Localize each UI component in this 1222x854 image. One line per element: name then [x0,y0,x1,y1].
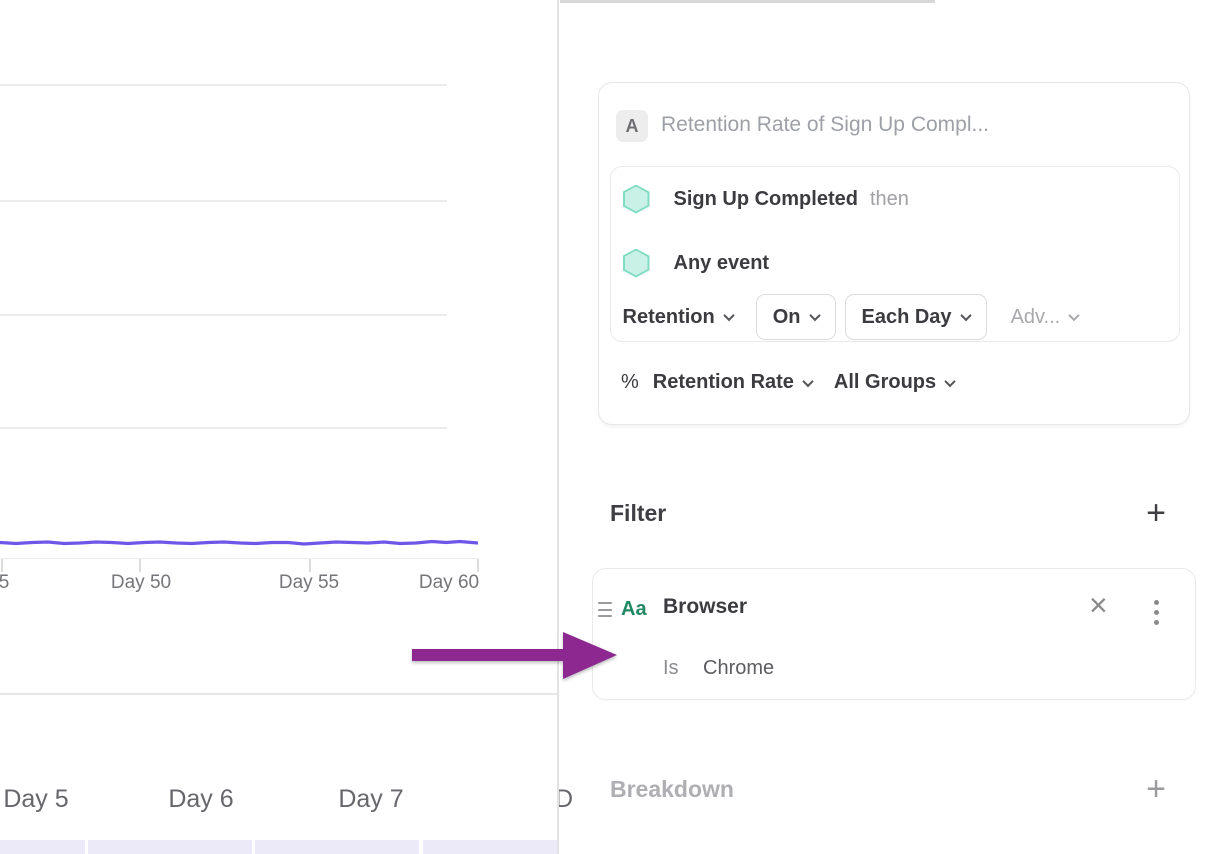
event-name[interactable]: Sign Up Completed [673,187,858,210]
chart-gridline [0,314,447,316]
chevron-down-icon [723,309,735,322]
x-axis-tick [1,559,3,572]
add-breakdown-button[interactable]: + [1146,770,1166,808]
filter-heading: Filter [610,499,667,526]
x-axis-label-partial: 5 [0,572,10,593]
on-dropdown[interactable]: On [755,294,836,340]
retention-type-dropdown[interactable]: Retention [623,306,747,329]
granularity-dropdown[interactable]: Each Day [844,294,987,340]
filter-value-dropdown[interactable]: Chrome [703,657,775,679]
metric-row: % Retention Rate All Groups [621,371,956,394]
x-axis-tick [309,559,311,572]
x-axis-label: Day 60 [418,572,480,593]
table-column-header: Day 6 [168,785,234,813]
series-a-badge: A [616,110,648,142]
retention-heat-cell[interactable] [0,840,85,854]
sidebar-left-border [557,0,559,854]
breakdown-heading: Breakdown [610,775,734,802]
add-filter-button[interactable]: + [1146,494,1166,532]
groups-dropdown[interactable]: All Groups [834,371,956,394]
top-divider [560,0,935,3]
kebab-menu-icon[interactable] [1154,600,1159,625]
table-top-divider [0,693,557,695]
event-hexagon-icon [622,184,650,214]
filter-card: Aa Browser × Is Chrome [592,568,1196,700]
event-step-first[interactable]: Sign Up Completed then [622,183,909,215]
retention-heat-cell[interactable] [88,840,252,854]
chevron-down-icon [802,375,814,387]
x-axis-label: Day 50 [110,572,172,593]
table-column-header: Day 7 [338,785,404,813]
query-builder-card: A Retention Rate of Sign Up Compl... Sig… [598,82,1190,425]
x-axis-tick [477,559,479,572]
x-axis-tick [139,559,141,572]
filter-section-header: Filter + [610,496,1166,530]
query-title-field[interactable]: Retention Rate of Sign Up Compl... [661,113,990,136]
drag-handle-icon[interactable] [598,602,612,617]
breakdown-section-header: Breakdown + [610,772,1166,806]
property-type-icon: Aa [621,598,647,620]
chart-gridline [0,84,447,86]
filter-operator-dropdown[interactable]: Is [663,657,679,679]
event-suffix: then [869,187,909,210]
table-column-header-partial: D [554,785,574,813]
chevron-down-icon [808,309,821,322]
event-name[interactable]: Any event [673,251,770,274]
event-step-return[interactable]: Any event [622,247,770,279]
percent-symbol: % [621,371,639,393]
annotation-arrow [412,632,617,679]
table-column-header: Day 5 [3,785,69,813]
filter-property-dropdown[interactable]: Browser [663,595,748,618]
event-hexagon-icon [622,248,650,278]
retention-line-chart [0,539,478,546]
remove-filter-icon[interactable]: × [1089,587,1108,623]
events-card: Sign Up Completed then Any event Retenti… [609,166,1180,342]
chevron-down-icon [959,309,972,322]
advanced-dropdown[interactable]: Adv... [1011,306,1080,329]
retention-heat-cell[interactable] [255,840,419,854]
chart-gridline [0,200,447,202]
chart-x-axis [0,558,478,559]
metric-dropdown[interactable]: Retention Rate [653,371,814,394]
x-axis-label: Day 55 [278,572,340,593]
chevron-down-icon [1068,309,1080,322]
retention-controls-row: Retention On Each Day Adv... [623,294,1080,340]
chart-gridline [0,427,447,429]
chevron-down-icon [944,375,956,387]
retention-heat-cell[interactable] [423,840,557,854]
retention-line-series [0,539,478,546]
